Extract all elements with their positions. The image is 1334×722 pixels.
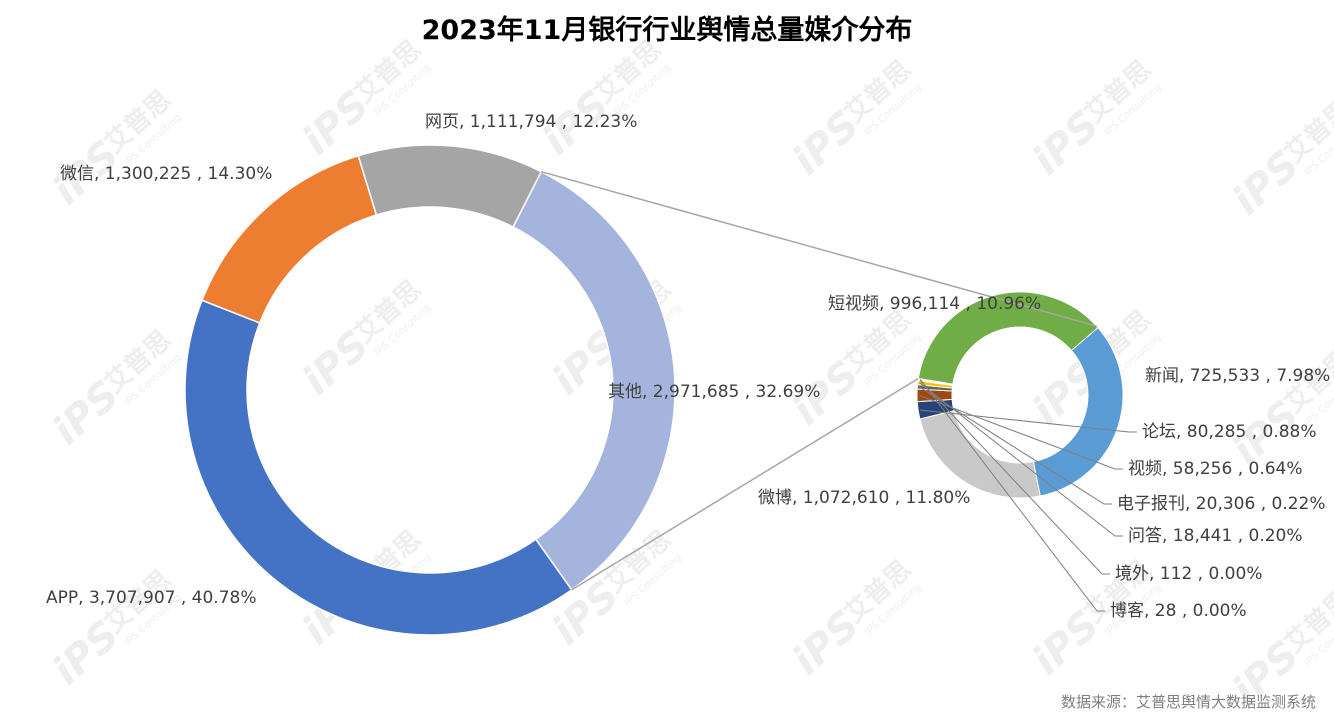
secondary-data-label-6: 境外, 112 , 0.00%	[1115, 564, 1262, 584]
leader-line-5	[919, 382, 1123, 537]
main-data-label-2: 微信, 1,300,225 , 14.30%	[60, 164, 272, 184]
main-slice-3	[357, 144, 543, 228]
secondary-slice-8	[917, 291, 1099, 385]
secondary-data-label-7: 博客, 28 , 0.00%	[1110, 601, 1247, 621]
leader-line-4	[919, 386, 1112, 505]
chart-title: 2023年11月银行行业舆情总量媒介分布	[421, 15, 913, 46]
secondary-data-label-0: 短视频, 996,114 , 10.96%	[828, 294, 1041, 314]
secondary-data-label-3: 视频, 58,256 , 0.64%	[1128, 459, 1303, 479]
main-data-label-3: 网页, 1,111,794 , 12.23%	[425, 112, 637, 132]
secondary-data-label-4: 电子报刊, 20,306 , 0.22%	[1117, 494, 1326, 514]
secondary-data-label-5: 问答, 18,441 , 0.20%	[1128, 526, 1303, 546]
connector-line-top	[541, 170, 1097, 327]
main-data-label-1: APP, 3,707,907 , 40.78%	[46, 588, 257, 608]
connector-line-bottom	[571, 377, 919, 591]
main-slice-1	[184, 299, 573, 636]
leader-line-2	[920, 409, 1137, 433]
data-source-note: 数据来源：艾普思舆情大数据监测系统	[1060, 693, 1316, 711]
secondary-data-label-8: 微博, 1,072,610 , 11.80%	[758, 488, 970, 508]
leader-line-3	[918, 394, 1123, 470]
secondary-data-label-2: 论坛, 80,285 , 0.88%	[1142, 422, 1317, 442]
leader-line-7	[919, 378, 1105, 612]
secondary-slice-0	[1032, 325, 1124, 497]
secondary-data-label-1: 新闻, 725,533 , 7.98%	[1145, 366, 1330, 386]
main-data-label-0: 其他, 2,971,685 , 32.69%	[608, 382, 820, 402]
leader-line-6	[919, 380, 1110, 575]
secondary-slice-1	[919, 410, 1041, 499]
